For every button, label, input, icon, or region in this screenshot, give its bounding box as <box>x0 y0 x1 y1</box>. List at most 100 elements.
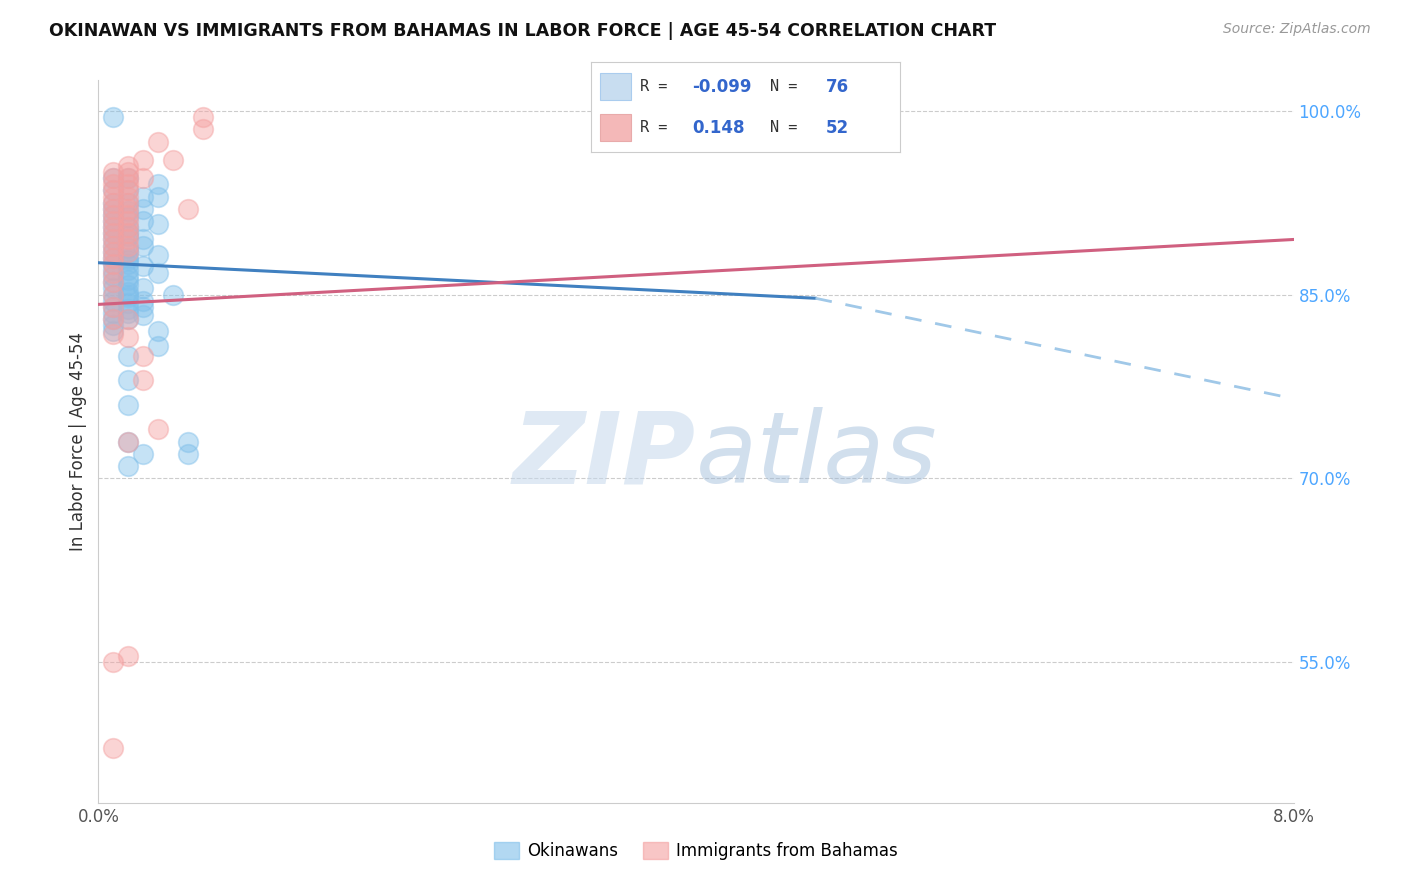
Point <box>103 171 125 186</box>
Legend: Okinawans, Immigrants from Bahamas: Okinawans, Immigrants from Bahamas <box>486 835 905 867</box>
Point <box>103 202 125 216</box>
Point <box>103 300 125 314</box>
Point <box>117 306 139 320</box>
Point <box>103 287 125 301</box>
Point <box>132 214 155 228</box>
Point <box>132 202 155 216</box>
Text: Source: ZipAtlas.com: Source: ZipAtlas.com <box>1223 22 1371 37</box>
Point <box>103 326 125 341</box>
Point <box>117 227 139 241</box>
Point <box>117 159 139 173</box>
Point <box>103 257 125 271</box>
Point <box>103 287 125 301</box>
Point <box>162 287 184 301</box>
Point <box>103 238 125 252</box>
Point <box>117 285 139 300</box>
Point <box>117 244 139 259</box>
Point <box>132 349 155 363</box>
Point <box>132 238 155 252</box>
Point <box>177 202 200 216</box>
Point <box>103 300 125 314</box>
Y-axis label: In Labor Force | Age 45-54: In Labor Force | Age 45-54 <box>69 332 87 551</box>
Point <box>103 227 125 241</box>
Point <box>117 204 139 219</box>
Point <box>117 232 139 246</box>
Point <box>148 422 170 436</box>
Point <box>103 232 125 246</box>
Point <box>103 269 125 284</box>
Point <box>103 276 125 290</box>
Point <box>103 244 125 259</box>
Point <box>117 220 139 235</box>
Point <box>117 241 139 255</box>
Point <box>132 447 155 461</box>
Point <box>117 165 139 179</box>
Point <box>117 202 139 216</box>
Point <box>117 434 139 449</box>
Point <box>103 227 125 241</box>
Point <box>103 293 125 308</box>
Point <box>132 232 155 246</box>
Point <box>117 171 139 186</box>
Point <box>103 184 125 198</box>
Point <box>103 263 125 277</box>
Point <box>103 195 125 210</box>
Text: 0.148: 0.148 <box>693 119 745 136</box>
Point <box>103 312 125 326</box>
Point <box>117 296 139 310</box>
Point <box>117 290 139 304</box>
Point <box>117 195 139 210</box>
Point <box>117 195 139 210</box>
Point <box>117 251 139 265</box>
Point <box>103 251 125 265</box>
Text: atlas: atlas <box>696 408 938 505</box>
Point <box>103 214 125 228</box>
Point <box>191 122 214 136</box>
Point <box>148 135 170 149</box>
Point <box>103 251 125 265</box>
Point <box>117 184 139 198</box>
Point <box>117 184 139 198</box>
Point <box>103 202 125 216</box>
Point <box>117 269 139 284</box>
Point <box>177 447 200 461</box>
Point <box>148 178 170 192</box>
Point <box>117 220 139 235</box>
Point <box>162 153 184 167</box>
Text: ZIP: ZIP <box>513 408 696 505</box>
Point <box>117 349 139 363</box>
Point <box>117 228 139 243</box>
Point <box>132 281 155 295</box>
Point <box>117 434 139 449</box>
Point <box>148 266 170 280</box>
Point <box>103 318 125 333</box>
Point <box>117 244 139 259</box>
Point <box>103 110 125 124</box>
Point <box>117 189 139 203</box>
Point <box>117 211 139 225</box>
Point <box>117 263 139 277</box>
Point <box>117 257 139 271</box>
Point <box>103 266 125 280</box>
Point <box>117 302 139 317</box>
Text: 76: 76 <box>825 78 849 95</box>
Point <box>132 153 155 167</box>
Point <box>103 276 125 290</box>
Point <box>103 281 125 295</box>
Point <box>117 287 139 301</box>
Point <box>103 165 125 179</box>
Point <box>117 227 139 241</box>
Point <box>117 208 139 222</box>
Text: N =: N = <box>770 120 807 135</box>
Point <box>103 244 125 259</box>
Point <box>103 189 125 203</box>
Point <box>132 309 155 323</box>
Point <box>117 458 139 473</box>
Point <box>117 398 139 412</box>
Point <box>117 214 139 228</box>
Point <box>103 178 125 192</box>
Point <box>117 253 139 268</box>
Point <box>132 260 155 274</box>
Text: OKINAWAN VS IMMIGRANTS FROM BAHAMAS IN LABOR FORCE | AGE 45-54 CORRELATION CHART: OKINAWAN VS IMMIGRANTS FROM BAHAMAS IN L… <box>49 22 997 40</box>
Point <box>103 312 125 326</box>
